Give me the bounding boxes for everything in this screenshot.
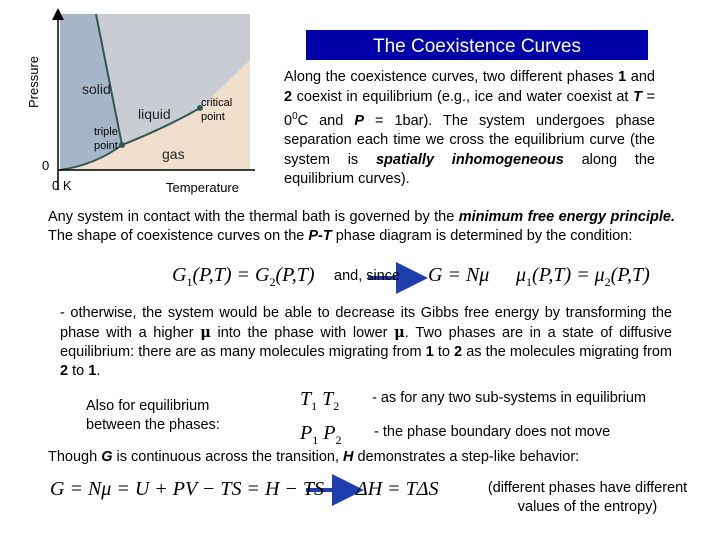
solid-region bbox=[60, 14, 122, 170]
text: demonstrates a step-like behavior: bbox=[353, 449, 580, 465]
solid-label: solid bbox=[82, 81, 111, 97]
text: . Two phases are in a state of diffusive… bbox=[60, 325, 672, 360]
text: = 1bar). The system undergoes phase sepa… bbox=[284, 112, 655, 168]
equation: μ1(P,T) = μ2(P,T) bbox=[516, 264, 650, 290]
text: P bbox=[300, 422, 313, 444]
equation: G1(P,T) = G2(P,T) bbox=[172, 264, 315, 290]
text: is continuous across the transition, bbox=[112, 449, 344, 465]
text: - the phase boundary does not move bbox=[374, 424, 611, 440]
text: T bbox=[317, 388, 334, 410]
text: T bbox=[633, 88, 642, 105]
text: T bbox=[300, 388, 312, 410]
intro: Along the coexistence curves, two differ… bbox=[284, 68, 655, 190]
text: μ bbox=[200, 324, 211, 341]
liquid-region bbox=[96, 14, 250, 145]
text: - as for any two sub-systems in equilibr… bbox=[372, 390, 646, 406]
text: 1 bbox=[311, 399, 318, 413]
entropy-note: (different phases have different values o… bbox=[455, 479, 720, 517]
title-box bbox=[306, 30, 648, 60]
critical-point bbox=[197, 105, 203, 111]
text: to bbox=[68, 363, 89, 379]
text: 1 bbox=[312, 433, 319, 447]
otherwise: - otherwise, the system would be able to… bbox=[60, 304, 672, 381]
text: 1 bbox=[526, 275, 533, 289]
text: 2 bbox=[454, 344, 463, 360]
text: 0 bbox=[292, 111, 298, 122]
text: (P,T) bbox=[610, 264, 650, 286]
liquid-label: liquid bbox=[138, 106, 171, 122]
text: P-T bbox=[308, 228, 332, 244]
critical-label: point bbox=[201, 111, 225, 123]
principle: Any system in contact with the thermal b… bbox=[48, 208, 675, 246]
critical-label: critical bbox=[201, 97, 232, 109]
text: 2 bbox=[335, 433, 342, 447]
text: values of the entropy) bbox=[517, 499, 658, 515]
triple-point bbox=[119, 142, 125, 148]
text: Any system in contact with the thermal b… bbox=[48, 209, 459, 225]
transition: Though G is continuous across the transi… bbox=[48, 449, 579, 465]
text: minimum free energy principle. bbox=[458, 209, 675, 225]
text: . bbox=[96, 363, 101, 379]
x-axis-label: Temperature bbox=[166, 180, 239, 195]
text: 2 bbox=[333, 399, 340, 413]
text: μ bbox=[516, 264, 527, 286]
text: 2 bbox=[269, 275, 276, 289]
text: and, since bbox=[334, 268, 401, 284]
triple-label: triple bbox=[94, 126, 118, 138]
text: and bbox=[626, 69, 655, 85]
text: into the phase with lower bbox=[210, 325, 395, 341]
text: spatially inhomogeneous bbox=[375, 151, 564, 168]
equation: T1 T2 bbox=[300, 388, 339, 414]
text: 2 bbox=[60, 363, 69, 379]
text: 1 bbox=[186, 275, 193, 289]
text: (P,T) = G bbox=[192, 264, 270, 286]
text: 1 bbox=[88, 363, 97, 379]
text: Though bbox=[48, 449, 102, 465]
text: The shape of coexistence curves on the bbox=[48, 228, 309, 244]
text: P bbox=[318, 422, 336, 444]
text: as the molecules migrating from bbox=[462, 344, 672, 360]
text: H bbox=[343, 449, 354, 465]
text: (different phases have different bbox=[487, 480, 688, 496]
text: Also for equilibrium between the phases: bbox=[86, 398, 220, 433]
text: (P,T) = μ bbox=[532, 264, 605, 286]
text: along the equilibrium curves). bbox=[284, 151, 655, 188]
text: 2 bbox=[604, 275, 611, 289]
text: 1 bbox=[425, 344, 434, 360]
text: phase diagram is determined by the condi… bbox=[331, 228, 633, 244]
text: G bbox=[172, 264, 187, 286]
equation: P1 P2 bbox=[300, 422, 341, 448]
melting-curve bbox=[95, 13, 123, 146]
equation: G = Nμ = U + PV − TS = H − TS bbox=[50, 478, 325, 500]
text: P bbox=[354, 112, 364, 129]
text: (P,T) bbox=[275, 264, 315, 286]
y-axis-label: Pressure bbox=[26, 56, 41, 108]
equation: ΔH = TΔS bbox=[356, 478, 439, 500]
text: coexist in equilibrium (e.g., ice and wa… bbox=[292, 88, 634, 105]
text: 2 bbox=[284, 88, 293, 105]
text: = 0 bbox=[284, 88, 656, 129]
text: μ bbox=[394, 324, 405, 341]
equation: G = Nμ bbox=[428, 264, 490, 286]
x-origin: 0 K bbox=[52, 178, 72, 193]
text: G bbox=[101, 449, 113, 465]
text: - otherwise, the system would be able to… bbox=[60, 305, 672, 341]
text: 1 bbox=[618, 69, 627, 85]
text: Along the coexistence curves, two differ… bbox=[284, 69, 619, 85]
triple-label: point bbox=[94, 140, 118, 152]
text: C and bbox=[297, 112, 355, 129]
title: The Coexistence Curves bbox=[373, 36, 581, 57]
y-origin: 0 bbox=[42, 158, 49, 173]
text: to bbox=[433, 344, 455, 360]
gas-label: gas bbox=[162, 146, 185, 162]
